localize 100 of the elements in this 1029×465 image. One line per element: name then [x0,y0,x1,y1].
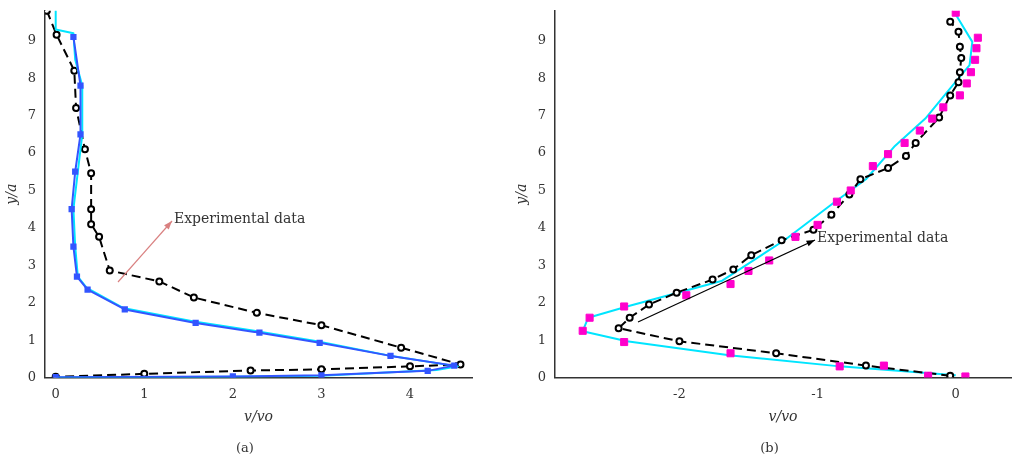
y-tick-label: 7 [27,106,37,122]
y-tick-label: 4 [27,219,37,235]
point [962,79,971,88]
point [406,362,414,371]
point [955,91,964,100]
point [246,366,255,375]
point [87,169,96,178]
point [256,329,263,336]
y-tick-label: 8 [27,69,37,85]
point [972,44,981,53]
y-tick-label: 8 [537,69,547,85]
point [813,220,822,229]
point [772,349,781,358]
point [966,68,975,77]
point [87,205,96,214]
point [726,349,735,358]
point [317,365,326,374]
y-axis-title: y/a [513,183,530,206]
x-tick-label: 2 [228,385,237,401]
point [900,138,909,147]
point [52,30,61,39]
point [915,126,924,135]
point [951,10,960,17]
point [77,131,84,138]
point [884,164,893,172]
point [192,319,199,327]
x-axis-title: v/vo [768,408,798,425]
x-tick-label: 0 [51,385,60,401]
point [387,352,394,360]
point [973,33,982,42]
y-tick-label: 9 [537,32,547,48]
point [946,17,955,26]
point [902,152,910,161]
point [955,42,964,51]
point [72,104,81,113]
point [77,82,84,89]
point [729,265,738,274]
point [832,197,841,206]
point [747,251,756,260]
y-tick-label: 1 [27,331,37,347]
point [121,306,128,313]
point [682,291,691,300]
point [620,338,629,347]
y-axis-title: y/a [3,183,20,206]
y-tick-label: 9 [27,32,37,48]
point [70,66,79,75]
point [928,114,937,123]
point [708,275,717,284]
point [70,243,77,250]
point [316,339,323,346]
x-tick-label: 4 [405,385,415,401]
text: (a) [235,440,255,455]
point [946,371,955,378]
x-tick-label: -1 [811,385,824,401]
point [946,91,955,100]
x-tick-label: 0 [951,385,960,401]
y-tick-label: 1 [537,331,547,347]
point [846,186,855,195]
y-tick-label: 6 [537,144,547,160]
x-tick-label: -2 [673,385,686,401]
point [95,232,104,241]
point [884,150,893,159]
y-tick-label: 7 [537,106,547,122]
point [456,360,465,369]
point [856,175,865,184]
y-tick-label: 6 [27,144,37,160]
point [935,113,944,122]
point [87,220,96,229]
annotation: Experimental data [174,209,306,226]
y-tick-label: 5 [27,181,37,197]
y-tick-label: 4 [537,219,547,235]
point [84,286,91,293]
point [954,27,963,36]
point [625,313,634,322]
y-tick-label: 2 [27,294,37,310]
point [955,68,964,77]
y-tick-label: 3 [537,256,547,272]
point [105,266,114,275]
point [861,361,870,370]
point [879,361,888,370]
point [971,55,980,64]
y-tick-label: 0 [27,368,37,384]
point [911,138,920,147]
point [868,162,877,171]
point [451,362,458,369]
point [73,273,81,280]
point [318,372,325,378]
point [777,236,786,245]
point [585,313,594,322]
y-tick-label: 2 [537,294,547,310]
point [672,288,681,297]
point [645,300,654,309]
y-tick-label: 5 [537,181,547,197]
point [675,337,684,346]
y-tick-label: 0 [537,368,547,384]
point [578,326,587,335]
point [620,302,629,311]
point [835,362,844,371]
point [72,168,79,175]
text: (b) [759,440,780,455]
